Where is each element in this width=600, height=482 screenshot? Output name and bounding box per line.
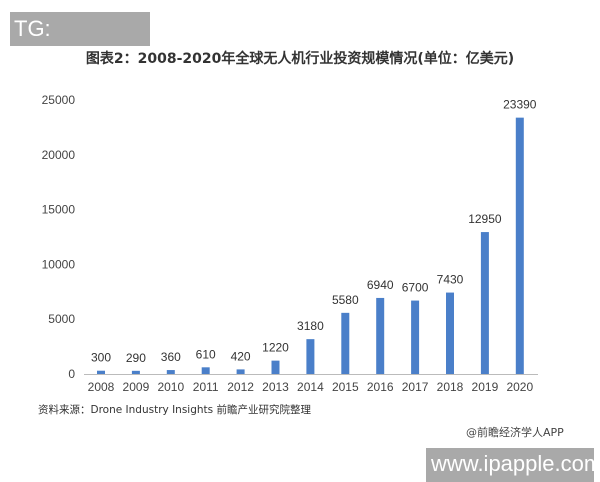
bar-2012	[236, 369, 245, 374]
x-tick-label: 2010	[157, 380, 184, 394]
y-tick-label: 0	[68, 367, 75, 381]
x-tick-label: 2017	[402, 380, 429, 394]
data-label: 6940	[367, 278, 394, 292]
x-tick-label: 2009	[123, 380, 150, 394]
data-label: 610	[196, 347, 216, 361]
x-tick-label: 2016	[367, 380, 394, 394]
data-label: 420	[231, 349, 251, 363]
y-tick-label: 15000	[42, 203, 76, 217]
bar-2020	[515, 117, 524, 374]
data-label: 7430	[437, 273, 464, 287]
bar-2018	[446, 292, 454, 374]
watermark-top: TG: MYYJJPP	[10, 12, 150, 75]
bar-2014	[306, 339, 315, 374]
source-note: 资料来源：Drone Industry Insights 前瞻产业研究院整理	[38, 404, 311, 416]
x-tick-label: 2018	[437, 380, 464, 394]
bar-2015	[341, 312, 350, 374]
y-tick-label: 25000	[42, 93, 76, 107]
bar-2016	[376, 297, 385, 374]
data-label: 5580	[332, 293, 359, 307]
x-tick-label: 2013	[262, 380, 289, 394]
data-label: 290	[126, 351, 146, 365]
bar-2008	[97, 370, 105, 374]
data-label: 360	[161, 350, 181, 364]
x-tick-label: 2019	[472, 380, 499, 394]
data-label: 12950	[468, 212, 502, 226]
x-tick-label: 2012	[227, 380, 254, 394]
y-tick-label: 5000	[48, 312, 75, 326]
x-tick-label: 2020	[506, 380, 533, 394]
credit: @前瞻经济学人APP	[466, 426, 564, 439]
bar-2019	[480, 232, 489, 374]
chart-title: 图表2：2008-2020年全球无人机行业投资规模情况(单位：亿美元)	[85, 51, 515, 67]
data-label: 300	[91, 351, 111, 365]
x-tick-label: 2011	[193, 380, 219, 394]
data-label: 3180	[297, 319, 324, 333]
watermark-bottom: www.ipapple.com	[426, 448, 600, 482]
x-tick-label: 2015	[332, 380, 359, 394]
data-label: 1220	[262, 341, 289, 355]
bar-2010	[166, 370, 175, 374]
bar-2011	[201, 367, 210, 374]
y-tick-label: 10000	[42, 257, 76, 271]
x-tick-label: 2008	[88, 380, 115, 394]
data-label: 23390	[503, 98, 537, 112]
data-label: 6700	[402, 281, 429, 295]
bar-2017	[411, 300, 420, 374]
x-tick-label: 2014	[297, 380, 324, 394]
y-tick-label: 20000	[42, 148, 76, 162]
bar-2013	[271, 360, 280, 374]
bar-2009	[131, 370, 140, 374]
